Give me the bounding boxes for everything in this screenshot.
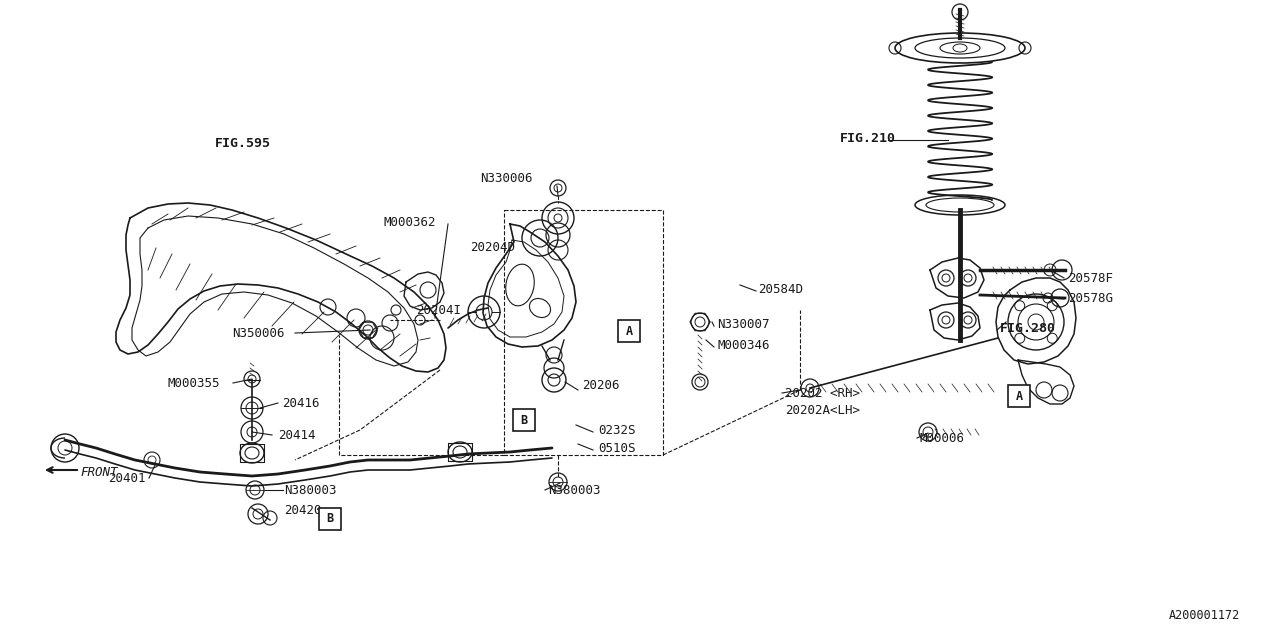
Text: B: B bbox=[521, 413, 527, 426]
Text: 20578F: 20578F bbox=[1068, 271, 1114, 285]
Text: 20202 <RH>: 20202 <RH> bbox=[785, 387, 860, 399]
Text: FIG.280: FIG.280 bbox=[1000, 321, 1056, 335]
Text: A: A bbox=[1015, 390, 1023, 403]
Text: M000355: M000355 bbox=[168, 376, 220, 390]
Bar bbox=[319, 508, 340, 530]
Text: 20420: 20420 bbox=[284, 504, 321, 516]
Text: N350006: N350006 bbox=[232, 326, 284, 339]
Text: N380003: N380003 bbox=[284, 483, 337, 497]
Text: FIG.595: FIG.595 bbox=[215, 136, 271, 150]
Text: 20584D: 20584D bbox=[758, 282, 803, 296]
Text: A200001172: A200001172 bbox=[1169, 609, 1240, 622]
Text: 0510S: 0510S bbox=[598, 442, 635, 454]
Text: N330006: N330006 bbox=[480, 172, 532, 184]
Text: M000346: M000346 bbox=[717, 339, 769, 351]
Text: 20206: 20206 bbox=[582, 378, 620, 392]
Bar bbox=[504, 210, 663, 455]
Text: N330007: N330007 bbox=[717, 317, 769, 330]
Text: 20416: 20416 bbox=[282, 397, 320, 410]
Text: A: A bbox=[626, 324, 632, 337]
Bar bbox=[513, 409, 535, 431]
Text: N380003: N380003 bbox=[548, 483, 600, 497]
Bar bbox=[1009, 385, 1030, 407]
Text: FIG.210: FIG.210 bbox=[840, 131, 896, 145]
Text: 20414: 20414 bbox=[278, 429, 315, 442]
Text: 20578G: 20578G bbox=[1068, 291, 1114, 305]
Text: 20204D: 20204D bbox=[470, 241, 515, 253]
Text: B: B bbox=[326, 513, 334, 525]
Bar bbox=[618, 320, 640, 342]
Text: 20204I: 20204I bbox=[416, 303, 461, 317]
Text: 0232S: 0232S bbox=[598, 424, 635, 436]
Text: FRONT: FRONT bbox=[79, 465, 118, 479]
Text: 20401: 20401 bbox=[108, 472, 146, 484]
Text: M000362: M000362 bbox=[383, 216, 435, 228]
Text: 20202A<LH>: 20202A<LH> bbox=[785, 403, 860, 417]
Text: M00006: M00006 bbox=[920, 431, 965, 445]
